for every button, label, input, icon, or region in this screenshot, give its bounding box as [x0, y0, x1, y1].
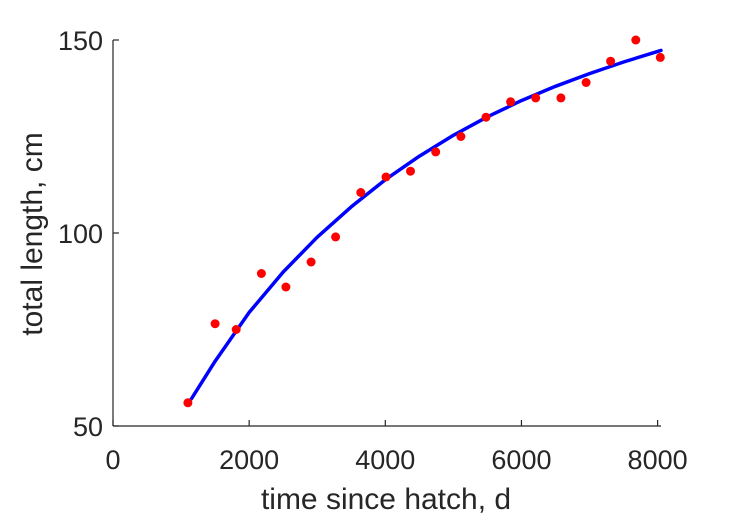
data-point	[506, 97, 516, 107]
x-tick-label: 4000	[355, 445, 415, 475]
data-point	[531, 93, 541, 103]
data-points-layer	[183, 35, 665, 408]
data-point	[256, 269, 266, 278]
data-point	[306, 257, 316, 267]
data-point	[481, 112, 491, 122]
data-point	[631, 35, 641, 45]
y-tick-label: 100	[58, 219, 103, 249]
data-point	[331, 232, 341, 242]
data-point	[183, 398, 193, 408]
axis-labels: time since hatch, d total length, cm	[16, 132, 511, 516]
data-point	[581, 78, 591, 87]
data-point	[431, 147, 441, 157]
data-point	[406, 166, 415, 176]
data-point	[606, 56, 616, 66]
fit-curve-layer	[189, 48, 663, 401]
axes: 0 2000 4000 6000 8000 50 100 150	[58, 26, 688, 475]
data-point	[356, 188, 366, 197]
y-axis-label: total length, cm	[16, 132, 49, 335]
fit-curve	[189, 48, 663, 401]
data-point	[231, 325, 241, 334]
data-point	[556, 93, 566, 103]
x-tick-label: 0	[105, 445, 120, 475]
data-point	[655, 52, 665, 62]
x-axis-label: time since hatch, d	[261, 483, 511, 516]
data-point	[381, 172, 391, 182]
x-tick-label: 8000	[628, 445, 688, 475]
data-point	[456, 132, 466, 141]
x-tick-label: 6000	[491, 445, 551, 475]
y-tick-label: 50	[73, 412, 103, 442]
y-tick-label: 150	[58, 26, 103, 56]
data-point	[281, 282, 291, 292]
x-tick-label: 2000	[219, 445, 279, 475]
data-point	[210, 319, 220, 329]
